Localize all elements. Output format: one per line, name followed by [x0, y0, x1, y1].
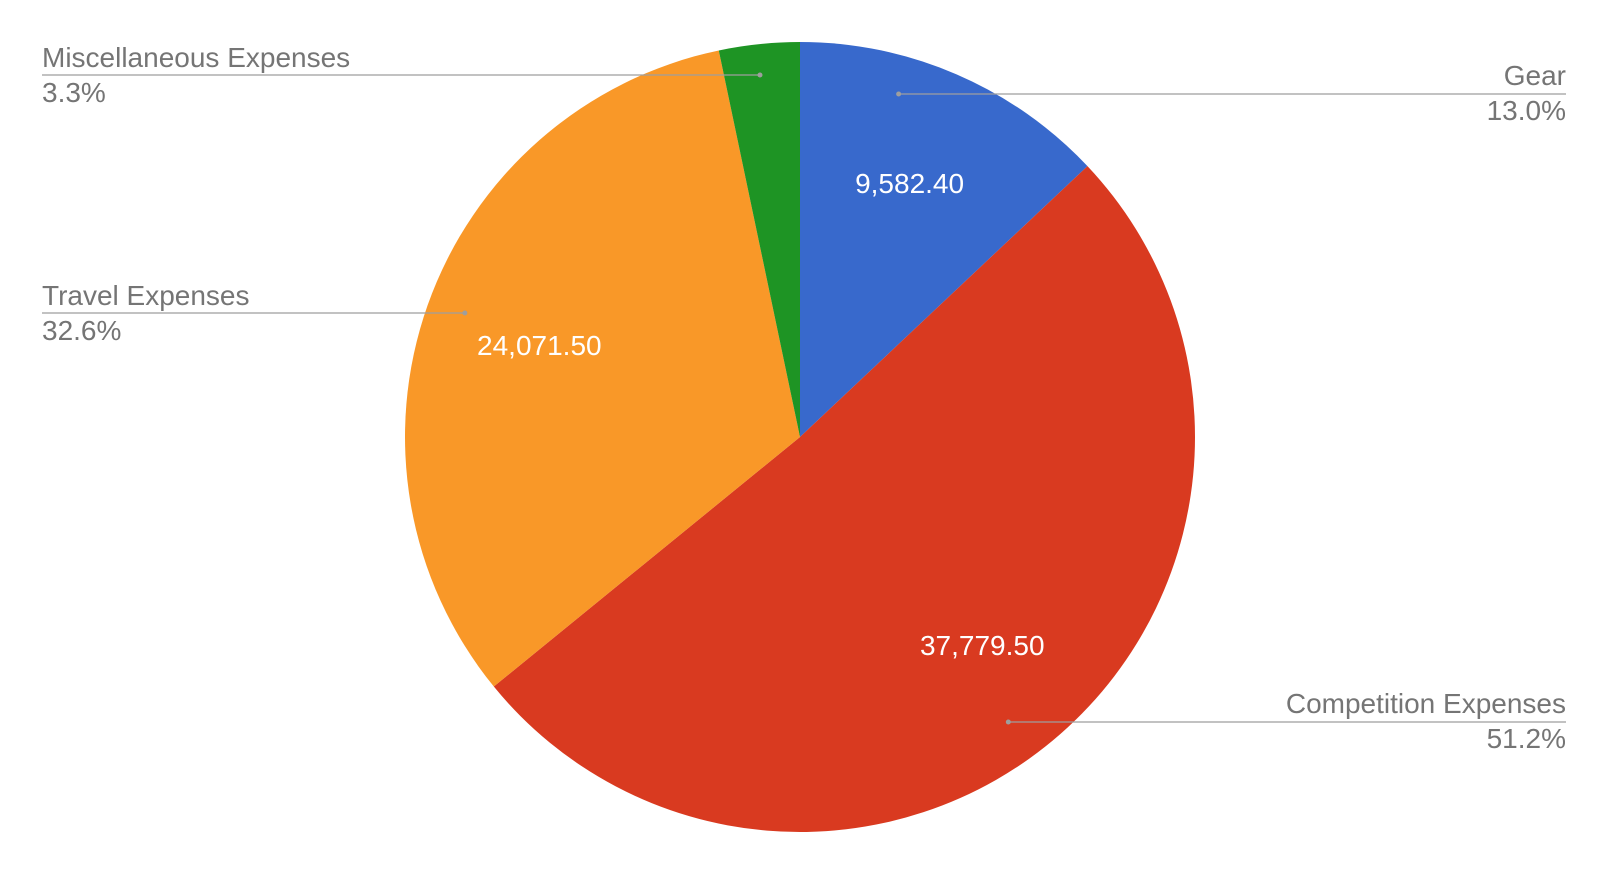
pie-slice-travel-expenses — [405, 50, 800, 687]
category-label-gear: Gear — [1504, 60, 1566, 91]
percent-label-miscellaneous-expenses: 3.3% — [42, 77, 106, 108]
percent-label-travel-expenses: 32.6% — [42, 315, 121, 346]
percent-label-competition-expenses: 51.2% — [1487, 723, 1566, 754]
value-label-travel-expenses: 24,071.50 — [477, 330, 602, 361]
pie-slices — [405, 42, 1196, 833]
pie-slice-competition-expenses — [493, 166, 1196, 833]
outer-labels: Gear 13.0% Competition Expenses 51.2% Travel… — [42, 42, 1566, 754]
category-label-competition-expenses: Competition Expenses — [1286, 688, 1566, 719]
leader-lines — [42, 72, 1566, 725]
category-label-miscellaneous-expenses: Miscellaneous Expenses — [42, 42, 350, 73]
value-labels: 9,582.40 37,779.50 24,071.50 — [477, 168, 1045, 661]
category-label-travel-expenses: Travel Expenses — [42, 280, 250, 311]
pie-slice-gear — [800, 42, 1088, 437]
pie-slice-miscellaneous-expenses — [718, 42, 800, 437]
percent-label-gear: 13.0% — [1487, 95, 1566, 126]
value-label-competition-expenses: 37,779.50 — [920, 630, 1045, 661]
value-label-gear: 9,582.40 — [855, 168, 964, 199]
